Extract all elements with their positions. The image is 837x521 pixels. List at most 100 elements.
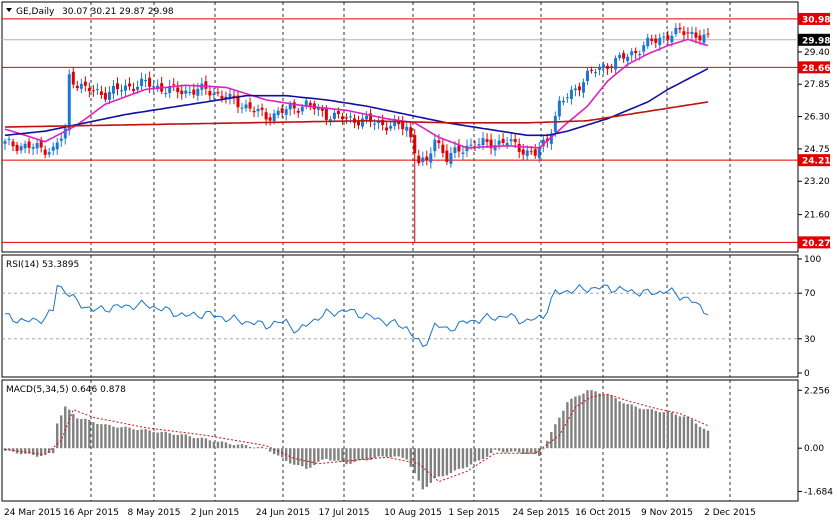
candle-body[interactable] [485, 139, 489, 142]
candle-body[interactable] [417, 155, 421, 164]
candle-body[interactable] [244, 104, 248, 109]
candle-body[interactable] [702, 34, 706, 43]
candle-body[interactable] [537, 147, 541, 158]
candle-body[interactable] [276, 110, 280, 115]
candle-body[interactable] [505, 142, 509, 146]
candle-body[interactable] [180, 90, 184, 95]
candle-body[interactable] [148, 77, 152, 87]
candle-body[interactable] [686, 32, 690, 34]
candle-body[interactable] [47, 152, 51, 155]
candle-body[interactable] [602, 64, 606, 68]
candle-body[interactable] [481, 138, 485, 146]
candle-body[interactable] [421, 157, 425, 163]
candle-body[interactable] [618, 54, 622, 58]
candle-body[interactable] [626, 56, 630, 62]
price-panel[interactable]: 29.40 27.85 26.30 24.75 23.20 21.60 30.98 28.6… [2, 7, 830, 249]
candle-body[interactable] [67, 74, 71, 131]
candle-body[interactable] [228, 93, 232, 99]
candle-body[interactable] [581, 82, 585, 93]
candle-body[interactable] [525, 150, 529, 156]
candle-body[interactable] [216, 92, 220, 94]
candle-body[interactable] [91, 90, 95, 92]
candle-body[interactable] [132, 88, 136, 92]
candle-body[interactable] [348, 116, 352, 118]
candle-body[interactable] [565, 97, 569, 99]
candle-body[interactable] [59, 138, 63, 141]
candle-body[interactable] [553, 116, 557, 132]
candle-body[interactable] [164, 93, 168, 95]
candle-body[interactable] [168, 86, 172, 94]
candle-body[interactable] [409, 127, 413, 138]
candle-body[interactable] [23, 143, 27, 149]
candle-body[interactable] [316, 106, 320, 110]
candle-body[interactable] [7, 138, 11, 140]
candle-body[interactable] [336, 111, 340, 115]
candle-body[interactable] [666, 35, 670, 40]
candle-body[interactable] [429, 153, 433, 163]
candle-body[interactable] [79, 83, 83, 89]
candle-body[interactable] [35, 143, 39, 149]
candle-body[interactable] [264, 112, 268, 120]
candle-body[interactable] [340, 116, 344, 120]
candle-body[interactable] [103, 92, 107, 100]
candle-body[interactable] [594, 72, 598, 74]
rsi-panel[interactable]: 100 70 30 0 RSI(14) 53.3895 [2, 255, 821, 379]
candle-body[interactable] [75, 85, 79, 89]
candle-body[interactable] [377, 121, 381, 124]
candle-body[interactable] [662, 36, 666, 38]
candle-body[interactable] [658, 37, 662, 45]
candle-body[interactable] [682, 31, 686, 35]
macd-signal-line[interactable] [4, 393, 709, 483]
candle-body[interactable] [598, 66, 602, 70]
candle-body[interactable] [654, 38, 658, 43]
candle-body[interactable] [529, 151, 533, 153]
candle-body[interactable] [706, 33, 710, 35]
candle-body[interactable] [272, 113, 276, 122]
candle-body[interactable] [87, 88, 91, 92]
candle-body[interactable] [561, 100, 565, 103]
candle-body[interactable] [172, 84, 176, 86]
candle-body[interactable] [188, 91, 192, 93]
candle-body[interactable] [224, 96, 228, 99]
candle-body[interactable] [107, 91, 111, 100]
candle-body[interactable] [324, 108, 328, 120]
candle-body[interactable] [385, 127, 389, 131]
candle-body[interactable] [453, 147, 457, 154]
candle-body[interactable] [614, 58, 618, 70]
candle-body[interactable] [3, 141, 7, 144]
candle-body[interactable] [630, 51, 634, 56]
candle-body[interactable] [328, 119, 332, 122]
candle-body[interactable] [381, 119, 385, 125]
candle-body[interactable] [252, 110, 256, 113]
candle-body[interactable] [698, 35, 702, 41]
candle-body[interactable] [296, 110, 300, 113]
moving-average-line[interactable] [4, 67, 709, 137]
candle-body[interactable] [557, 100, 561, 117]
candle-body[interactable] [638, 54, 642, 56]
candle-body[interactable] [71, 71, 75, 85]
candle-body[interactable] [204, 81, 208, 89]
candle-body[interactable] [212, 93, 216, 96]
candle-body[interactable] [457, 145, 461, 152]
candle-body[interactable] [136, 86, 140, 90]
candle-body[interactable] [590, 69, 594, 71]
candle-body[interactable] [670, 35, 674, 43]
candle-body[interactable] [95, 88, 99, 90]
candle-body[interactable] [365, 115, 369, 120]
candle-body[interactable] [610, 66, 614, 68]
candle-body[interactable] [437, 140, 441, 144]
candle-body[interactable] [83, 81, 87, 86]
candle-body[interactable] [184, 90, 188, 94]
candle-body[interactable] [497, 140, 501, 145]
candle-body[interactable] [569, 89, 573, 99]
candle-body[interactable] [646, 37, 650, 47]
candle-body[interactable] [445, 150, 449, 162]
candle-body[interactable] [152, 86, 156, 88]
candle-body[interactable] [192, 89, 196, 95]
candle-body[interactable] [469, 144, 473, 146]
moving-average-line[interactable] [4, 101, 709, 128]
candle-body[interactable] [389, 125, 393, 129]
candle-body[interactable] [51, 146, 55, 151]
candle-body[interactable] [128, 83, 132, 87]
